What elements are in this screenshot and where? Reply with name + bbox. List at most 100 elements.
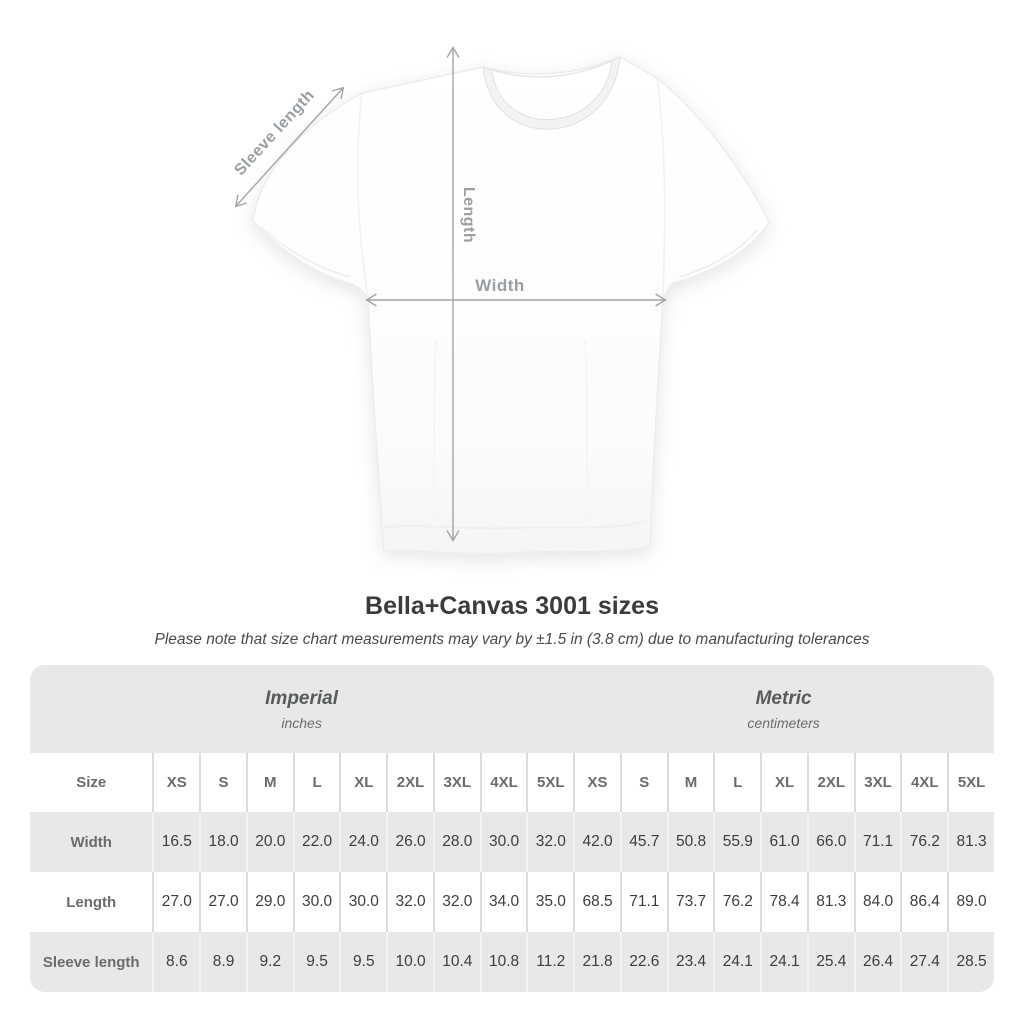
value-cell-imperial: 10.0 bbox=[386, 932, 433, 992]
right-cuff-fold bbox=[679, 229, 758, 278]
right-sleeve-seam bbox=[656, 77, 666, 299]
value-cell-metric: 81.3 bbox=[806, 872, 854, 932]
value-cell-imperial: 22.0 bbox=[292, 812, 340, 872]
tshirt-body bbox=[252, 56, 770, 555]
wrinkle-left bbox=[432, 339, 437, 539]
tshirt-illustration bbox=[252, 56, 770, 555]
value-cell-metric: 27.4 bbox=[900, 932, 948, 992]
value-cell-metric: 84.0 bbox=[853, 872, 901, 932]
value-cell-imperial: 32.0 bbox=[432, 872, 480, 932]
value-cell-metric: 28.5 bbox=[947, 932, 994, 992]
value-cell-metric: 21.8 bbox=[573, 932, 620, 992]
unit-group-row: Imperial inches Metric centimeters bbox=[30, 665, 994, 753]
value-cell-imperial: 9.2 bbox=[245, 932, 293, 992]
size-header-row: Size XS S M L XL 2XL 3XL 4XL 5XL XS S M L XL 2XL 3XL 4XL 5… bbox=[30, 753, 994, 812]
value-cell-imperial: 32.0 bbox=[386, 872, 433, 932]
value-cell-imperial: 32.0 bbox=[526, 812, 574, 872]
measurement-row: Length 27.0 27.0 29.0 30.0 30.0 32.0 32.0 34.0 35… bbox=[30, 872, 994, 932]
imperial-unit: inches bbox=[281, 714, 322, 731]
size-header-imperial-xl: XL bbox=[339, 753, 387, 812]
value-cell-imperial: 35.0 bbox=[526, 872, 574, 932]
value-cell-metric: 66.0 bbox=[806, 812, 854, 872]
size-chart-table-container: Imperial inches Metric centimeters Size X… bbox=[30, 665, 994, 992]
value-cell-metric: 45.7 bbox=[619, 812, 667, 872]
value-cell-metric: 81.3 bbox=[947, 812, 994, 872]
value-cell-imperial: 26.0 bbox=[386, 812, 433, 872]
size-corner-header: Size bbox=[30, 753, 153, 812]
metric-group-header: Metric centimeters bbox=[573, 665, 994, 753]
left-sleeve-seam bbox=[357, 92, 369, 299]
value-cell-metric: 78.4 bbox=[760, 872, 807, 932]
size-header-metric-xl: XL bbox=[760, 753, 807, 812]
value-cell-imperial: 27.0 bbox=[199, 872, 246, 932]
back-neck-line bbox=[482, 56, 621, 78]
imperial-group-header: Imperial inches bbox=[30, 665, 574, 753]
value-cell-imperial: 16.5 bbox=[152, 812, 200, 872]
size-header-imperial-4xl: 4XL bbox=[479, 753, 527, 812]
value-cell-imperial: 20.0 bbox=[245, 812, 293, 872]
value-cell-imperial: 28.0 bbox=[432, 812, 480, 872]
tolerance-note: Please note that size chart measurements… bbox=[154, 631, 870, 648]
value-cell-imperial: 10.4 bbox=[432, 932, 480, 992]
value-cell-imperial: 9.5 bbox=[292, 932, 340, 992]
value-cell-metric: 42.0 bbox=[573, 812, 620, 872]
size-header-metric-5xl: 5XL bbox=[947, 753, 994, 812]
tshirt-measurement-diagram: Sleeve length Length Width bbox=[231, 46, 770, 555]
value-cell-metric: 25.4 bbox=[806, 932, 854, 992]
width-label: Width bbox=[475, 276, 525, 295]
size-header-imperial-m: M bbox=[245, 753, 293, 812]
measurement-row: Sleeve length 8.6 8.9 9.2 9.5 9.5 10.0 10.4 10.8… bbox=[30, 932, 994, 992]
value-cell-imperial: 30.0 bbox=[292, 872, 340, 932]
value-cell-imperial: 24.0 bbox=[339, 812, 387, 872]
value-cell-metric: 61.0 bbox=[760, 812, 807, 872]
value-cell-imperial: 11.2 bbox=[526, 932, 574, 992]
value-cell-metric: 24.1 bbox=[713, 932, 761, 992]
measurement-row: Width 16.5 18.0 20.0 22.0 24.0 26.0 28.0 30.0 32.… bbox=[30, 812, 994, 872]
value-cell-metric: 76.2 bbox=[900, 812, 948, 872]
size-header-metric-m: M bbox=[666, 753, 714, 812]
size-chart-table: Imperial inches Metric centimeters Size X… bbox=[30, 665, 994, 992]
row-label: Width bbox=[30, 812, 153, 872]
sleeve-length-arrow bbox=[234, 86, 345, 208]
size-header-imperial-xs: XS bbox=[152, 753, 200, 812]
size-header-imperial-3xl: 3XL bbox=[432, 753, 480, 812]
size-header-metric-l: L bbox=[713, 753, 761, 812]
value-cell-imperial: 9.5 bbox=[339, 932, 387, 992]
value-cell-imperial: 10.8 bbox=[479, 932, 527, 992]
value-cell-metric: 76.2 bbox=[713, 872, 761, 932]
length-label: Length bbox=[460, 187, 477, 243]
value-cell-metric: 23.4 bbox=[666, 932, 714, 992]
left-cuff-fold bbox=[259, 225, 351, 278]
hem-stitch bbox=[383, 520, 647, 530]
value-cell-metric: 22.6 bbox=[619, 932, 667, 992]
value-cell-metric: 26.4 bbox=[853, 932, 901, 992]
row-label: Length bbox=[30, 872, 153, 932]
size-header-metric-xs: XS bbox=[573, 753, 620, 812]
metric-unit: centimeters bbox=[747, 714, 820, 731]
value-cell-metric: 50.8 bbox=[666, 812, 714, 872]
value-cell-metric: 71.1 bbox=[619, 872, 667, 932]
value-cell-metric: 89.0 bbox=[947, 872, 994, 932]
size-header-metric-s: S bbox=[619, 753, 667, 812]
row-label: Sleeve length bbox=[30, 932, 153, 992]
size-header-metric-2xl: 2XL bbox=[806, 753, 854, 812]
value-cell-imperial: 8.9 bbox=[199, 932, 246, 992]
value-cell-metric: 73.7 bbox=[666, 872, 714, 932]
value-cell-metric: 86.4 bbox=[900, 872, 948, 932]
value-cell-imperial: 30.0 bbox=[479, 812, 527, 872]
value-cell-metric: 71.1 bbox=[853, 812, 901, 872]
value-cell-imperial: 8.6 bbox=[152, 932, 200, 992]
metric-label: Metric bbox=[755, 687, 812, 709]
size-header-imperial-l: L bbox=[292, 753, 340, 812]
value-cell-metric: 24.1 bbox=[760, 932, 807, 992]
value-cell-imperial: 34.0 bbox=[479, 872, 527, 932]
value-cell-imperial: 18.0 bbox=[199, 812, 246, 872]
size-header-imperial-5xl: 5XL bbox=[526, 753, 574, 812]
page-title: Bella+Canvas 3001 sizes bbox=[365, 592, 659, 620]
size-header-metric-3xl: 3XL bbox=[853, 753, 901, 812]
size-header-imperial-2xl: 2XL bbox=[386, 753, 433, 812]
size-header-imperial-s: S bbox=[199, 753, 246, 812]
imperial-label: Imperial bbox=[265, 687, 339, 709]
size-header-metric-4xl: 4XL bbox=[900, 753, 948, 812]
value-cell-imperial: 27.0 bbox=[152, 872, 200, 932]
